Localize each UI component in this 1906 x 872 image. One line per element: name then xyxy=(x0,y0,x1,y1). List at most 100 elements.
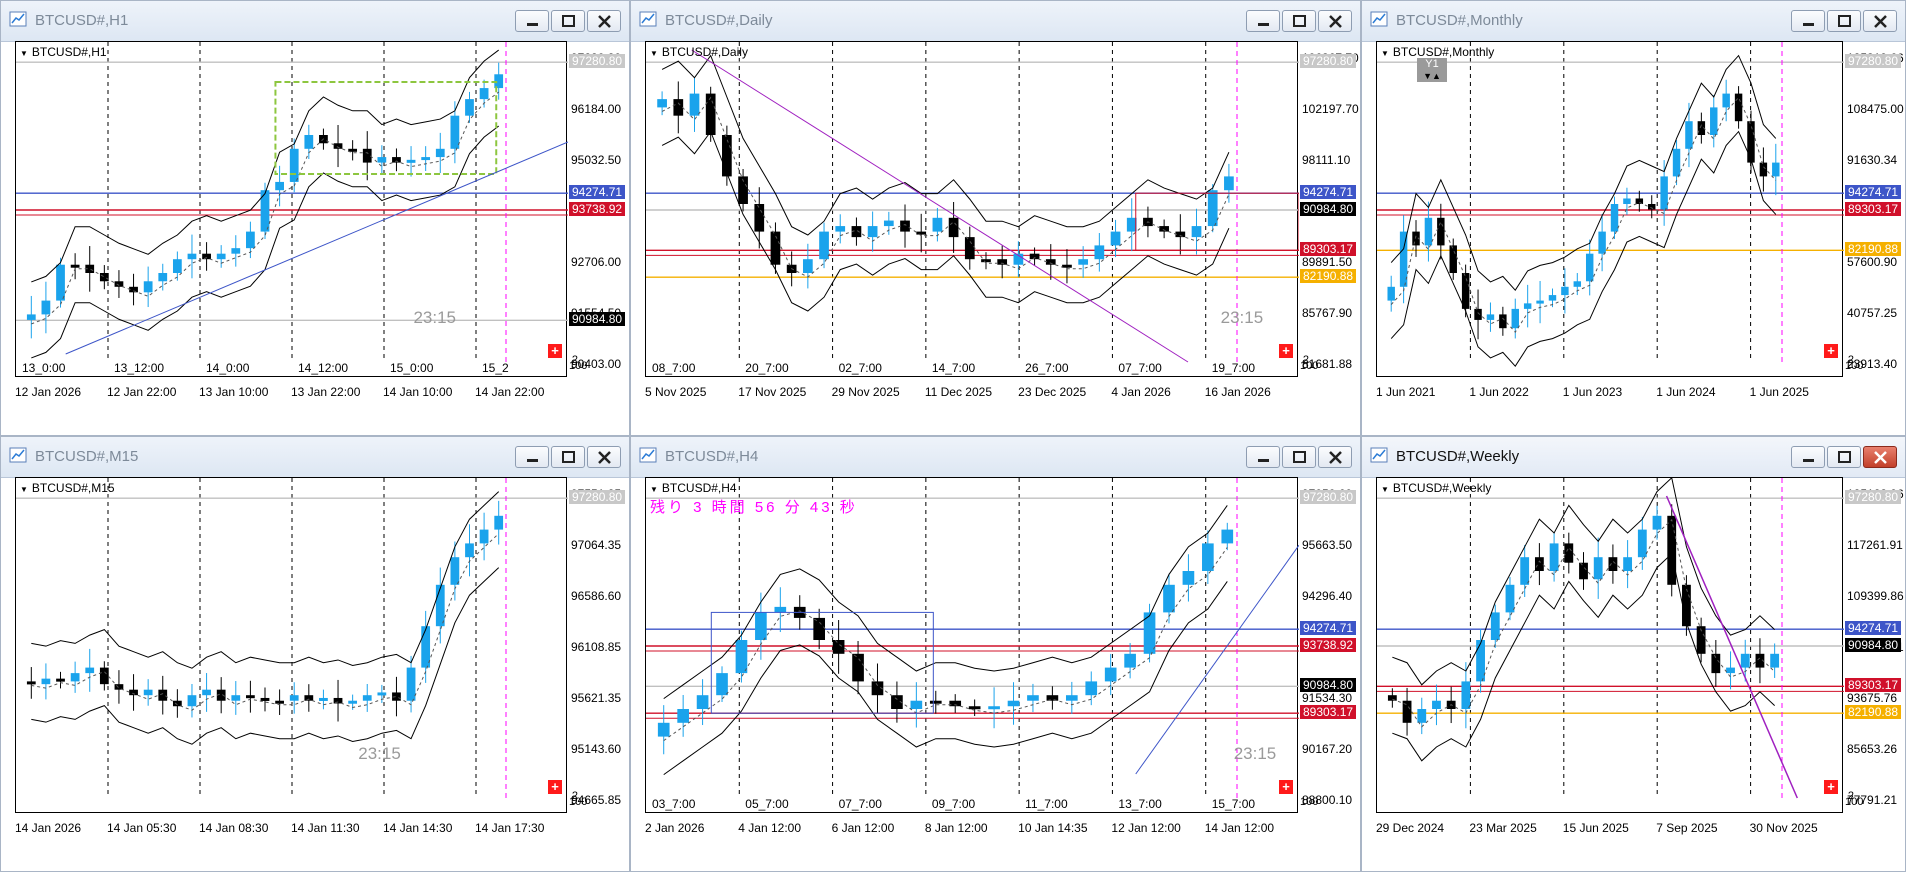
symbol-label[interactable]: ▼ BTCUSD#,Weekly xyxy=(1381,481,1491,495)
candle-body xyxy=(1711,653,1721,674)
plus-icon[interactable]: + xyxy=(548,344,562,358)
range-box xyxy=(710,611,934,714)
close-button[interactable] xyxy=(1318,10,1352,32)
dropdown-triangle-icon[interactable]: ▼ xyxy=(1381,485,1389,494)
period-arrows-icon[interactable]: ▼▲ xyxy=(1423,71,1441,81)
plus-icon[interactable]: + xyxy=(1824,780,1838,794)
title-bar[interactable]: BTCUSD#,H4 xyxy=(631,437,1360,478)
title-bar[interactable]: BTCUSD#,H1 xyxy=(1,1,629,42)
chart-time-label: 03_7:00 xyxy=(652,797,696,811)
minimize-button[interactable] xyxy=(1246,10,1280,32)
title-bar[interactable]: BTCUSD#,Weekly xyxy=(1362,437,1905,478)
candle-body xyxy=(1387,286,1395,301)
title-bar[interactable]: BTCUSD#,Monthly xyxy=(1362,1,1905,42)
candle-body xyxy=(1536,300,1544,304)
price-label: 98111.10 xyxy=(1302,153,1351,167)
symbol-label[interactable]: ▼ BTCUSD#,Monthly xyxy=(1381,45,1494,59)
date-label: 5 Nov 2025 xyxy=(645,385,707,399)
close-button[interactable] xyxy=(587,10,621,32)
symbol-label[interactable]: ▼ BTCUSD#,H1 xyxy=(20,45,107,59)
dropdown-triangle-icon[interactable]: ▼ xyxy=(650,49,658,58)
chart-window-daily[interactable]: BTCUSD#,Daily ▼ BTCUSD#,Daily 23:15 +08_7:00… xyxy=(630,0,1361,436)
period-badge[interactable]: Y1 ▼▲ xyxy=(1417,58,1447,82)
chart-plot-area[interactable]: ▼ BTCUSD#,Weekly +2 xyxy=(1376,477,1854,813)
date-label: 2 Jan 2026 xyxy=(645,821,705,835)
candle-body xyxy=(1202,543,1214,571)
minimize-button[interactable] xyxy=(1791,10,1825,32)
minimize-button[interactable] xyxy=(1246,446,1280,468)
symbol-label[interactable]: ▼ BTCUSD#,Daily xyxy=(650,45,748,59)
maximize-button[interactable] xyxy=(1827,446,1861,468)
candle-body xyxy=(26,314,36,320)
chart-window-icon xyxy=(9,11,27,27)
candle-body xyxy=(1207,190,1218,227)
date-label: 23 Mar 2025 xyxy=(1469,821,1537,835)
price-tag: 89303.17 xyxy=(1300,242,1357,257)
chart-window-m15[interactable]: BTCUSD#,M15▼BTCUSD#,M1523:15+210097551.8… xyxy=(0,436,630,872)
dropdown-triangle-icon[interactable]: ▼ xyxy=(20,49,28,58)
price-label: 23913.40 xyxy=(1847,357,1898,371)
candle-body xyxy=(835,226,846,232)
candle-body xyxy=(1652,515,1662,530)
title-bar[interactable]: BTCUSD#,M15 xyxy=(1,437,629,478)
chart-time-label: 15_2 xyxy=(482,361,509,375)
price-label: 97064.35 xyxy=(571,538,622,552)
candle-body xyxy=(997,259,1008,265)
trend-line xyxy=(1665,495,1798,799)
candle-body xyxy=(1564,543,1574,563)
minimize-button[interactable] xyxy=(515,446,549,468)
candle-body xyxy=(770,231,781,265)
plus-icon[interactable]: + xyxy=(1824,344,1838,358)
minimize-button[interactable] xyxy=(1791,446,1825,468)
maximize-icon xyxy=(1838,15,1851,27)
title-bar[interactable]: BTCUSD#,Daily xyxy=(631,1,1360,42)
symbol-text: BTCUSD#,H4 xyxy=(661,481,737,495)
chart-plot-area[interactable]: ▼ BTCUSD#,H1 23:15 +13_0:00 13_12:00 14_0:00 1… xyxy=(15,41,578,377)
dropdown-triangle-icon[interactable]: ▼ xyxy=(1381,49,1389,58)
price-tag: 93738.92 xyxy=(569,202,626,216)
chart-window-h1[interactable]: BTCUSD#,H1 ▼ BTCUSD#,H1 23:15 +13_0:00 13_12:… xyxy=(0,0,630,436)
candle-body xyxy=(99,667,109,685)
candle-body xyxy=(56,678,65,682)
chart-plot-area[interactable]: ▼ BTCUSD#,Daily 23:15 +08_7:00 20_7:00 02_7:0… xyxy=(645,41,1309,377)
close-button[interactable] xyxy=(1863,446,1897,468)
dropdown-triangle-icon[interactable]: ▼ xyxy=(20,485,28,494)
candle-body xyxy=(187,695,197,707)
chart-time-label: 19_7:00 xyxy=(1211,361,1256,375)
candle-body xyxy=(172,259,182,273)
chart-plot-area[interactable]: ▼ BTCUSD#,H4 残り 3 時間 56 分 43 秒 23:15 +03_7:0… xyxy=(645,477,1299,813)
candle-body xyxy=(1672,148,1681,177)
plus-icon[interactable]: + xyxy=(548,780,562,794)
chart-window-h4[interactable]: BTCUSD#,H4 ▼ BTCUSD#,H4 残り 3 時間 56 分 43 秒 23… xyxy=(630,436,1361,872)
chart-window-weekly[interactable]: BTCUSD#,Weekly▼BTCUSD#,Weekly+2100125123… xyxy=(1361,436,1906,872)
chart-plot-area[interactable]: ▼ BTCUSD#,M15 23:15 +2 xyxy=(15,477,578,813)
candle-body xyxy=(1682,584,1691,627)
price-label: 81681.88 xyxy=(1302,357,1353,371)
close-button[interactable] xyxy=(1863,10,1897,32)
symbol-label[interactable]: ▼ BTCUSD#,H4 xyxy=(650,481,737,495)
plus-icon[interactable]: + xyxy=(1279,780,1293,794)
candle-body xyxy=(774,606,787,613)
plus-icon[interactable]: + xyxy=(1279,344,1293,358)
minimize-button[interactable] xyxy=(515,10,549,32)
chart-plot-area[interactable]: ▼ BTCUSD#,Monthly Y1 ▼▲ +2 xyxy=(1376,41,1854,377)
maximize-button[interactable] xyxy=(1282,10,1316,32)
maximize-button[interactable] xyxy=(1827,10,1861,32)
maximize-button[interactable] xyxy=(551,10,585,32)
bollinger-lower xyxy=(663,581,1228,776)
symbol-label[interactable]: ▼ BTCUSD#,M15 xyxy=(20,481,115,495)
candle-body xyxy=(867,226,878,238)
dropdown-triangle-icon[interactable]: ▼ xyxy=(650,485,658,494)
maximize-button[interactable] xyxy=(1282,446,1316,468)
date-label: 14 Jan 05:30 xyxy=(107,821,177,835)
maximize-button[interactable] xyxy=(551,446,585,468)
candle-body xyxy=(70,264,80,268)
chart-window-monthly[interactable]: BTCUSD#,Monthly ▼ BTCUSD#,Monthly Y1 ▼▲ +2 100… xyxy=(1361,0,1906,436)
candle-body xyxy=(1013,253,1024,265)
bollinger-upper xyxy=(31,49,499,283)
axis-zero-mark: 100 xyxy=(1845,360,1864,372)
candle-body xyxy=(172,700,182,707)
candle-body xyxy=(479,88,489,100)
close-button[interactable] xyxy=(587,446,621,468)
close-button[interactable] xyxy=(1318,446,1352,468)
